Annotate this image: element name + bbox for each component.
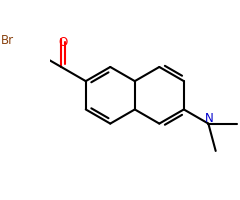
Text: O: O xyxy=(59,36,68,49)
Text: Br: Br xyxy=(1,34,14,47)
Text: N: N xyxy=(205,112,214,125)
